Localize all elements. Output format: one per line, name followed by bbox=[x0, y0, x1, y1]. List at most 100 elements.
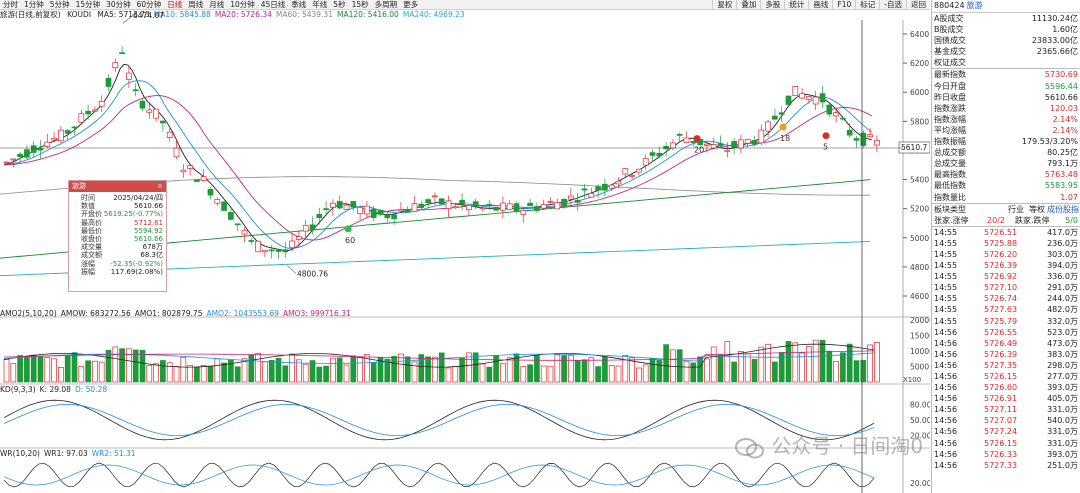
amo-bar bbox=[663, 344, 669, 383]
candle-body bbox=[85, 110, 91, 115]
candle-body bbox=[139, 100, 146, 109]
stats-label: 国债成交 bbox=[934, 36, 966, 46]
amo-bar bbox=[472, 352, 479, 383]
tab-10[interactable]: 45日线 bbox=[260, 0, 286, 9]
amo-bar bbox=[37, 356, 44, 383]
amo-bar bbox=[840, 352, 846, 383]
candle-body bbox=[214, 199, 221, 204]
tool-button-7[interactable]: -自选 bbox=[879, 0, 906, 9]
kd-value-0: K: 29.08 bbox=[39, 385, 71, 394]
stats-row: A股成交 11130.24亿 bbox=[932, 13, 1080, 24]
amo-bar bbox=[384, 358, 391, 383]
tab-0[interactable]: 分时 bbox=[3, 0, 18, 9]
candle-body bbox=[302, 224, 309, 232]
tab-8[interactable]: 月线 bbox=[209, 0, 225, 9]
tick-volume: 405.0万 bbox=[1047, 394, 1078, 404]
tab-11[interactable]: 季线 bbox=[291, 0, 307, 9]
tab-4[interactable]: 30分钟 bbox=[106, 0, 131, 9]
signal-label: 18 bbox=[780, 134, 790, 143]
tool-button-0[interactable]: 复权 bbox=[712, 0, 736, 9]
amo-bar bbox=[615, 365, 622, 383]
tick-row: 14:56 5726.91 405.0万 bbox=[932, 393, 1080, 404]
quote-label: 最高指数 bbox=[934, 170, 966, 180]
current-price-label: 5610.7 bbox=[901, 143, 927, 152]
tab-6[interactable]: 日线 bbox=[167, 0, 183, 9]
board-type-constituents[interactable]: 成份股指 bbox=[1047, 204, 1079, 214]
watermark-text: 公众号 · 日间淘0 bbox=[771, 434, 924, 458]
tab-7[interactable]: 周线 bbox=[188, 0, 204, 9]
amo-bar bbox=[425, 356, 431, 383]
candle-body bbox=[58, 129, 64, 142]
tab-15[interactable]: 多周期 bbox=[374, 0, 398, 9]
candle-body bbox=[37, 148, 44, 151]
tooltip-row: 开盘价 5619.25(-0.77%) bbox=[69, 210, 166, 218]
tooltip-title: 旅游 bbox=[72, 182, 86, 190]
tab-2[interactable]: 5分钟 bbox=[49, 0, 70, 9]
amo-bar bbox=[3, 358, 10, 383]
amo-bar bbox=[568, 355, 574, 383]
tab-3[interactable]: 15分钟 bbox=[75, 0, 101, 9]
quote-row: 今日开盘 5596.44 bbox=[932, 81, 1080, 92]
candle-body bbox=[194, 179, 200, 182]
tick-row: 14:56 5726.55 523.0万 bbox=[932, 327, 1080, 338]
candle-body bbox=[316, 213, 323, 219]
tool-button-8[interactable]: 返回 bbox=[906, 0, 930, 9]
candle-body bbox=[527, 202, 533, 207]
tab-13[interactable]: 5秒 bbox=[333, 0, 346, 9]
tool-button-5[interactable]: F10 bbox=[832, 0, 855, 9]
tool-button-4[interactable]: 画线 bbox=[808, 0, 832, 9]
amo-bar bbox=[792, 342, 799, 383]
amo-bar bbox=[540, 365, 547, 383]
tick-volume: 332.0万 bbox=[1047, 316, 1078, 326]
tick-time: 14:56 bbox=[934, 349, 958, 359]
tool-button-2[interactable]: 多股 bbox=[760, 0, 784, 9]
candle-body bbox=[180, 169, 187, 173]
tool-button-6[interactable]: 标记 bbox=[855, 0, 879, 9]
chart-title: 旅游(日线,前复权) bbox=[0, 10, 61, 19]
candle-body bbox=[561, 198, 567, 207]
amo-bar bbox=[874, 342, 880, 383]
candle-body bbox=[248, 240, 255, 242]
tick-volume: 393.0万 bbox=[1047, 449, 1078, 459]
tab-16[interactable]: 更多 bbox=[403, 0, 419, 9]
index-name[interactable]: 旅游 bbox=[966, 1, 983, 10]
tick-volume: 303.0万 bbox=[1047, 249, 1078, 259]
close-icon[interactable]: × bbox=[157, 182, 163, 190]
tooltip-value: 678万 bbox=[142, 243, 163, 252]
amo-bar bbox=[547, 365, 554, 383]
signal-marker-icon bbox=[779, 123, 787, 131]
tick-volume: 236.0万 bbox=[1047, 238, 1078, 248]
tooltip-value: 5610.66 bbox=[134, 202, 163, 211]
amo-bar bbox=[194, 366, 200, 383]
quote-value: 5596.44 bbox=[1044, 81, 1078, 91]
tick-time: 14:56 bbox=[934, 460, 958, 470]
tab-12[interactable]: 年线 bbox=[312, 0, 328, 9]
stats-value: 1.60亿 bbox=[1052, 25, 1078, 35]
candle-body bbox=[377, 209, 384, 215]
price-axis-label: 4600 bbox=[910, 292, 929, 301]
tab-9[interactable]: 10分钟 bbox=[230, 0, 255, 9]
tool-button-1[interactable]: 叠加 bbox=[736, 0, 760, 9]
chart-area[interactable]: 6400620060005800560054005200500048004600… bbox=[0, 0, 930, 493]
tab-5[interactable]: 60分钟 bbox=[136, 0, 162, 9]
amo-bar bbox=[622, 355, 629, 383]
candle-body bbox=[656, 152, 663, 157]
tool-button-3[interactable]: 统计 bbox=[784, 0, 808, 9]
candle-body bbox=[833, 112, 839, 117]
tab-1[interactable]: 1分钟 bbox=[24, 0, 44, 9]
amo-bar bbox=[64, 355, 71, 383]
tooltip-key: 开盘价 bbox=[81, 210, 102, 219]
tooltip-row: 收盘价 5610.66 bbox=[69, 235, 166, 243]
amo-bar bbox=[744, 353, 751, 383]
amo-bar bbox=[370, 362, 377, 383]
tab-14[interactable]: 15秒 bbox=[351, 0, 369, 9]
candle-body bbox=[479, 207, 486, 210]
amo-bar bbox=[683, 360, 690, 383]
quote-row: 最高指数 5763.48 bbox=[932, 169, 1080, 180]
candle-body bbox=[799, 93, 805, 99]
amo-bar bbox=[132, 349, 139, 383]
ma-value-5: MA240: 4969.23 bbox=[402, 10, 465, 19]
tick-volume: 277.0万 bbox=[1047, 372, 1078, 381]
amo-bar bbox=[404, 356, 411, 383]
candle-body bbox=[398, 209, 404, 212]
